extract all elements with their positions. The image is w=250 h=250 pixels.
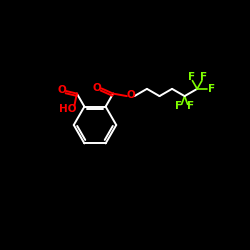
Text: F: F [175,100,182,110]
Text: F: F [187,100,194,110]
Text: F: F [200,72,207,82]
Text: HO: HO [58,104,76,114]
Text: O: O [93,82,102,92]
Text: F: F [188,72,195,82]
Text: F: F [208,84,215,94]
Text: O: O [58,85,66,95]
Text: O: O [127,90,136,100]
